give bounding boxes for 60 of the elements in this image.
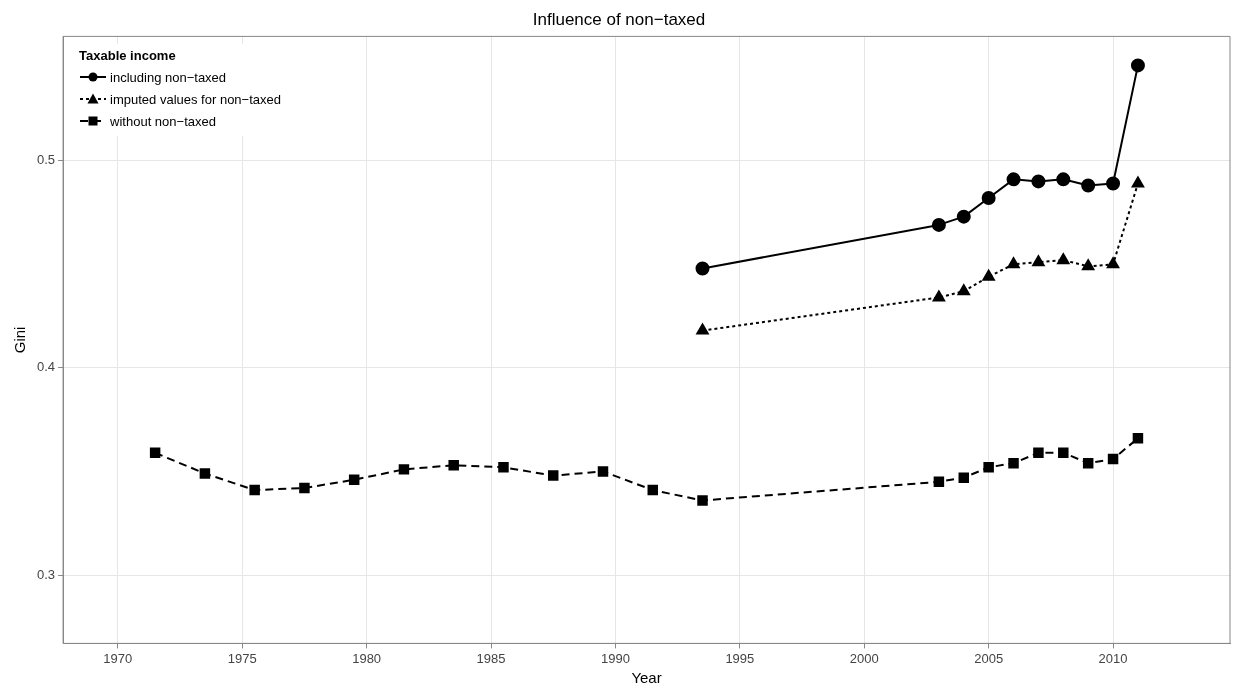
point [956,209,971,224]
x-tick-label: 2010 [1098,650,1128,666]
y-tick-label: 0.5 [36,152,56,168]
x-tick-label: 1980 [352,650,382,666]
point [1032,255,1045,267]
point [931,217,946,232]
point [348,474,360,485]
legend-title: Taxable income [79,48,177,64]
x-axis-title: Year [631,669,662,687]
x-tick-label: 2000 [849,650,879,666]
point [1106,257,1120,269]
point [149,447,161,459]
point [981,190,996,205]
point [1081,259,1095,271]
x-tick-label: 1970 [103,650,133,666]
point [498,462,509,473]
x-tick-label: 1995 [725,650,755,666]
point [597,466,609,477]
point [1058,447,1069,459]
point [1007,257,1020,269]
point [696,323,709,335]
point [1008,457,1019,469]
point [647,484,658,496]
x-tick-label: 2005 [974,650,1004,666]
point [199,468,211,479]
legend-label: imputed values for non−taxed [110,91,281,107]
point [1056,172,1071,187]
point [932,290,946,302]
point [1082,457,1094,469]
point [982,269,995,281]
point [958,472,970,483]
point [398,464,410,475]
point [1081,178,1096,193]
point [1130,58,1145,73]
point [1131,176,1145,188]
chart-title: Influence of non−taxed [532,9,706,29]
point [695,261,710,276]
point [1106,176,1121,191]
point [1057,253,1070,265]
point [1132,433,1144,444]
y-tick-label: 0.4 [36,359,56,375]
point [299,482,310,494]
x-tick-label: 1975 [227,650,257,666]
point [1031,174,1046,189]
y-axis-title: Gini [11,326,29,354]
point [1033,447,1044,459]
point [1107,453,1119,465]
legend-label: including non−taxed [110,69,227,85]
point [983,462,994,473]
legend-label: without non−taxed [110,113,216,129]
point [697,495,708,506]
point [933,476,945,488]
y-tick-label: 0.3 [36,566,56,582]
x-tick-label: 1990 [600,650,630,666]
point [448,459,459,471]
point [1006,172,1021,187]
point [547,470,559,481]
x-tick-label: 1985 [476,650,506,666]
point [249,484,260,496]
point [957,284,970,296]
